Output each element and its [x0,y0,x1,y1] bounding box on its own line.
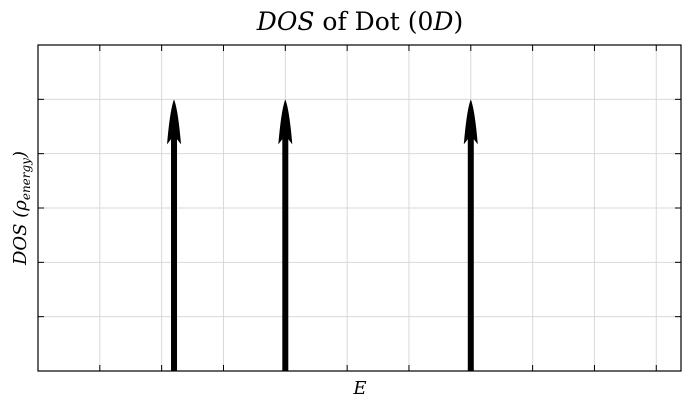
arrow-head [278,99,293,145]
ylabel-sub: energy [19,158,33,200]
title-rest: of Dot (0 [314,7,433,36]
plot-frame [37,44,682,372]
arrow-head [463,99,478,145]
delta-arrow-2 [278,99,293,371]
tick-marks [38,45,681,371]
delta-arrow-3 [463,99,478,371]
ylabel-main: DOS (ρ [10,200,31,266]
arrow-head [167,99,182,145]
ylabel-close: ) [10,151,31,159]
title-d: D [432,7,453,36]
title-close: ) [453,7,463,36]
grid [38,45,681,371]
title-dos: DOS [256,7,315,36]
y-axis-label: DOS (ρenergy) [10,151,33,266]
chart-title: DOS of Dot (0D) [256,7,463,36]
arrow-series [167,99,478,371]
x-axis-label: E [352,378,366,399]
delta-arrow-1 [167,99,182,371]
